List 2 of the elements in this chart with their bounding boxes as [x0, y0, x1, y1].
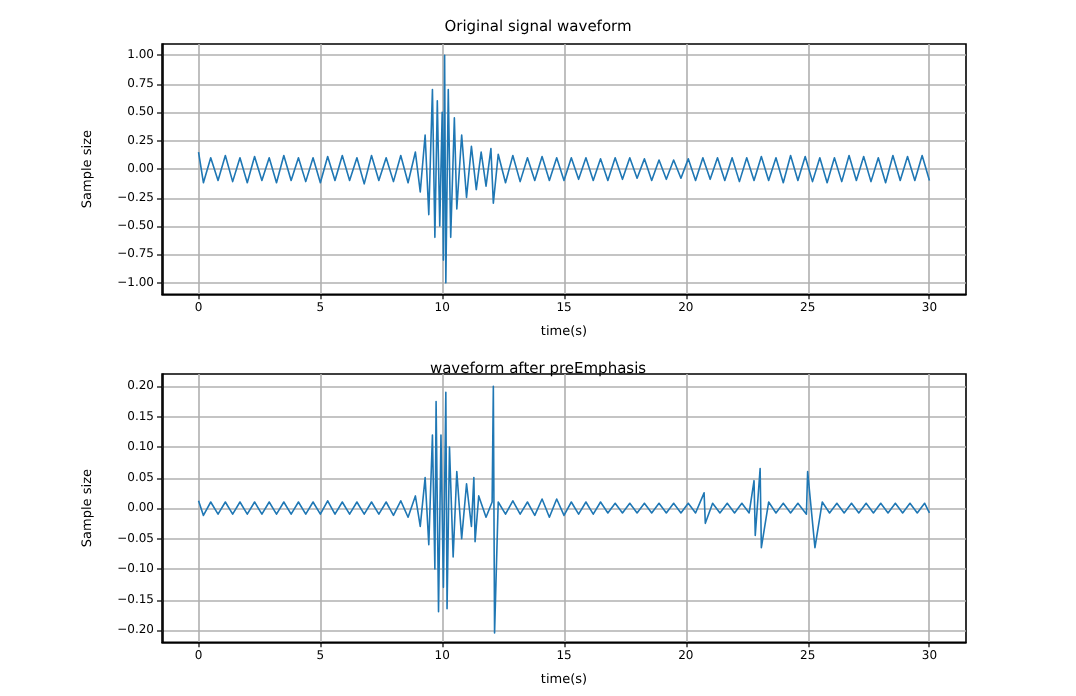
line-series — [197, 385, 931, 634]
line-series — [197, 54, 931, 284]
